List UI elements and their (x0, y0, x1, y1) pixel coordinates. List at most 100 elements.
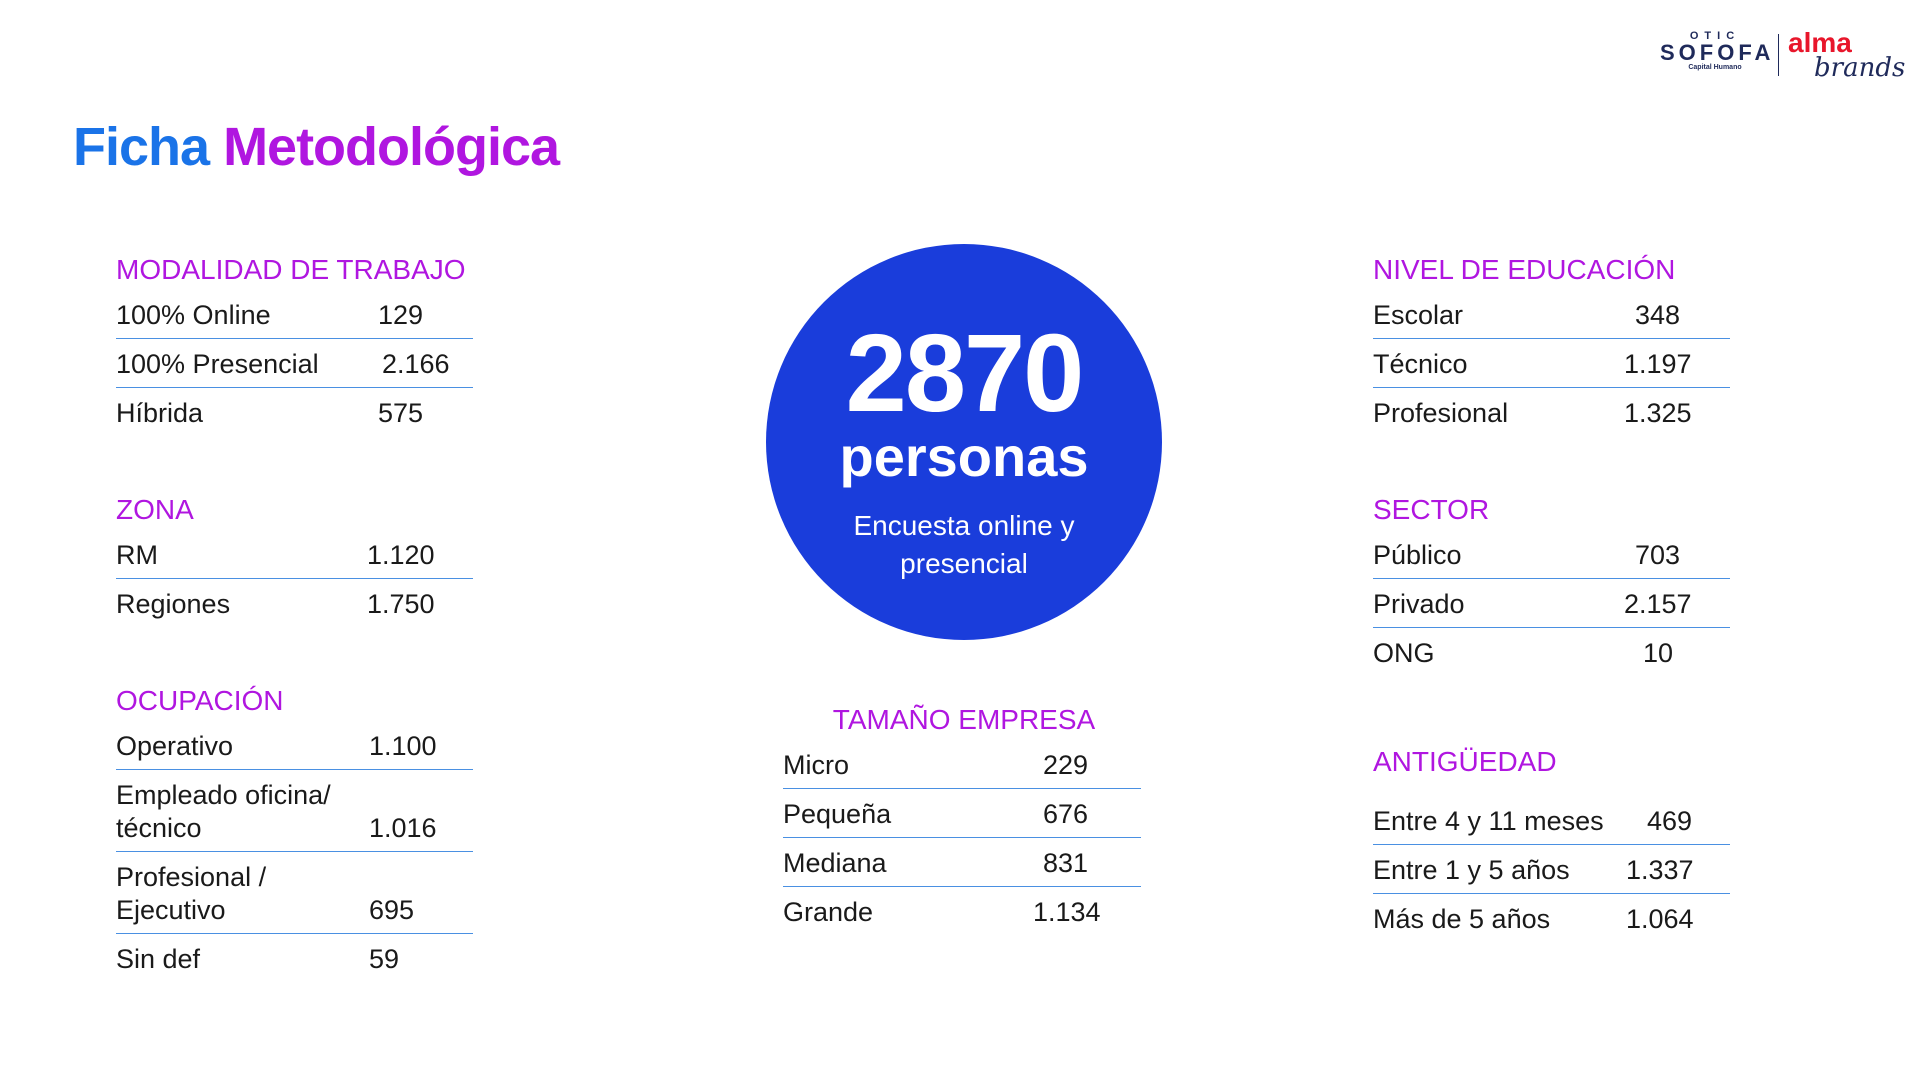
row-label: Entre 4 y 11 meses (1373, 806, 1604, 836)
data-table: Público 703 Privado 2.157 ONG 10 (1373, 530, 1730, 676)
row-label: Entre 1 y 5 años (1373, 855, 1570, 885)
section-title: OCUPACIÓN (116, 685, 284, 716)
row-label: Público (1373, 540, 1462, 570)
page-title-part2: Metodológica (223, 117, 560, 177)
table-row: Más de 5 años 1.064 (1373, 894, 1730, 942)
sofofa-logo-sub: Capital Humano (1688, 64, 1742, 71)
table-row: Empleado oficina/ técnico 1.016 (116, 770, 473, 852)
table-row: Híbrida 575 (116, 388, 473, 436)
section-title: MODALIDAD DE TRABAJO (116, 254, 466, 285)
row-label: Profesional / Ejecutivo (116, 862, 267, 925)
section-sector: SECTOR Público 703 Privado 2.157 ONG 10 (1373, 490, 1730, 676)
row-label: 100% Online (116, 300, 271, 330)
section-title: ANTIGÜEDAD (1373, 746, 1557, 777)
row-value: 2.166 (382, 349, 450, 379)
row-label: Más de 5 años (1373, 904, 1551, 934)
page-title-part1: Ficha (73, 117, 210, 177)
table-row: RM 1.120 (116, 530, 473, 579)
table-row: Regiones 1.750 (116, 579, 473, 627)
row-value: 1.100 (369, 731, 437, 761)
table-row: Profesional 1.325 (1373, 388, 1730, 436)
row-value: 129 (378, 300, 424, 330)
sofofa-logo-top: OTIC (1689, 30, 1741, 42)
row-label: Profesional (1373, 398, 1509, 428)
section-ocupacion: OCUPACIÓN Operativo 1.100 Empleado oficin… (116, 681, 473, 982)
brand-logos: OTIC SOFOFA Capital Humano alma brands (1660, 29, 1905, 82)
table-row: 100% Online 129 (116, 290, 473, 339)
page-title: Ficha Metodológica (73, 116, 560, 178)
row-value: 10 (1643, 638, 1674, 668)
row-value: 1.750 (367, 589, 435, 619)
data-table: 100% Online 129 100% Presencial 2.166 Híbr… (116, 290, 473, 436)
row-value: 1.016 (369, 813, 437, 843)
total-respondents-circle: 2870 personas Encuesta online y presenci… (766, 244, 1162, 640)
row-value: 695 (369, 895, 415, 925)
row-label: Privado (1373, 589, 1465, 619)
table-row: Profesional / Ejecutivo 695 (116, 852, 473, 934)
data-table: Micro 229 Pequeña 676 Mediana 831 Grande 1.1… (783, 740, 1145, 935)
row-label: Micro (783, 750, 849, 780)
row-label: Regiones (116, 589, 231, 619)
section-antiguedad: ANTIGÜEDAD Entre 4 y 11 meses 469 Entre 1… (1373, 742, 1730, 942)
table-row: Entre 1 y 5 años 1.337 (1373, 845, 1730, 894)
row-label: Pequeña (783, 799, 892, 829)
survey-description: Encuesta online y presencial (853, 510, 1075, 579)
data-table: RM 1.120 Regiones 1.750 (116, 530, 473, 627)
row-value: 348 (1635, 300, 1681, 330)
section-title: SECTOR (1373, 494, 1490, 525)
table-row: ONG 10 (1373, 628, 1730, 676)
row-value: 575 (378, 398, 424, 428)
row-label: Operativo (116, 731, 234, 761)
row-value: 1.197 (1624, 349, 1692, 379)
brands-logo-word: brands (1814, 53, 1906, 83)
row-value: 2.157 (1624, 589, 1692, 619)
row-value: 1.337 (1626, 855, 1694, 885)
alma-logo-word: alma (1788, 27, 1852, 58)
table-row: Mediana 831 (783, 838, 1141, 887)
row-value: 1.325 (1624, 398, 1692, 428)
section-title: NIVEL DE EDUCACIÓN (1373, 254, 1676, 285)
row-label: Híbrida (116, 398, 204, 428)
row-value: 229 (1043, 750, 1089, 780)
data-table: Escolar 348 Técnico 1.197 Profesional 1.325 (1373, 290, 1730, 436)
table-row: Público 703 (1373, 530, 1730, 579)
data-table: Entre 4 y 11 meses 469 Entre 1 y 5 años 1.… (1373, 796, 1730, 942)
table-row: Técnico 1.197 (1373, 339, 1730, 388)
row-value: 703 (1635, 540, 1681, 570)
section-title: TAMAÑO EMPRESA (832, 704, 1096, 735)
total-unit: personas (839, 425, 1089, 488)
row-label: Técnico (1373, 349, 1468, 379)
data-table: Operativo 1.100 Empleado oficina/ técnico… (116, 721, 473, 982)
table-row: Entre 4 y 11 meses 469 (1373, 796, 1730, 845)
alma-brands-logo: alma brands (1788, 27, 1906, 83)
row-value: 1.134 (1033, 897, 1101, 927)
row-label: Escolar (1373, 300, 1464, 330)
row-label: Sin def (116, 944, 201, 974)
row-label: Empleado oficina/ técnico (116, 780, 331, 843)
table-row: Micro 229 (783, 740, 1141, 789)
section-tamano-empresa: TAMAÑO EMPRESA Micro 229 Pequeña 676 Media… (783, 700, 1145, 935)
table-row: Grande 1.134 (783, 887, 1141, 935)
row-label: 100% Presencial (116, 349, 319, 379)
section-modalidad: MODALIDAD DE TRABAJO 100% Online 129 100%… (116, 250, 473, 436)
row-label: RM (116, 540, 158, 570)
sofofa-logo-name: SOFOFA (1660, 40, 1775, 65)
total-number: 2870 (845, 312, 1085, 435)
section-title: ZONA (116, 494, 194, 525)
logo-divider (1778, 34, 1779, 76)
row-value: 1.120 (367, 540, 435, 570)
table-row: Sin def 59 (116, 934, 473, 982)
table-row: Privado 2.157 (1373, 579, 1730, 628)
table-row: Operativo 1.100 (116, 721, 473, 770)
table-row: Pequeña 676 (783, 789, 1141, 838)
row-label: Grande (783, 897, 874, 927)
row-label: ONG (1373, 638, 1435, 668)
row-value: 676 (1043, 799, 1089, 829)
section-zona: ZONA RM 1.120 Regiones 1.750 (116, 490, 473, 627)
otic-sofofa-logo: OTIC SOFOFA Capital Humano (1660, 30, 1770, 71)
section-nivel-educacion: NIVEL DE EDUCACIÓN Escolar 348 Técnico 1.1… (1373, 250, 1730, 436)
row-value: 59 (369, 944, 400, 974)
row-value: 1.064 (1626, 904, 1694, 934)
table-row: 100% Presencial 2.166 (116, 339, 473, 388)
row-value: 469 (1647, 806, 1693, 836)
